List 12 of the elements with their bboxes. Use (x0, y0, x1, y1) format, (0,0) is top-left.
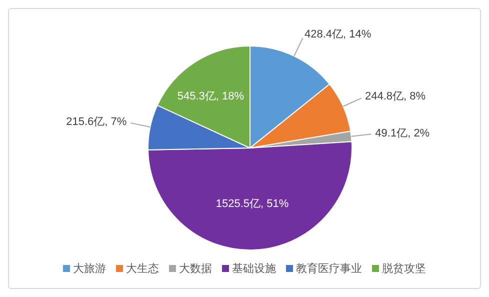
data-label: 1525.5亿, 51% (216, 198, 289, 210)
legend-label: 大生态 (126, 262, 159, 276)
legend-label: 教育医疗事业 (296, 262, 362, 276)
data-label: 49.1亿, 2% (375, 128, 430, 140)
legend-label: 大旅游 (73, 262, 106, 276)
legend-label: 脱贫攻坚 (382, 262, 426, 276)
legend-label: 大数据 (179, 262, 212, 276)
data-label: 428.4亿, 14% (304, 28, 372, 40)
data-label: 545.3亿, 18% (177, 90, 244, 102)
data-label: 244.8亿, 8% (365, 90, 426, 103)
legend-label: 基础设施 (232, 262, 276, 276)
data-label: 215.6亿, 7% (66, 116, 127, 128)
